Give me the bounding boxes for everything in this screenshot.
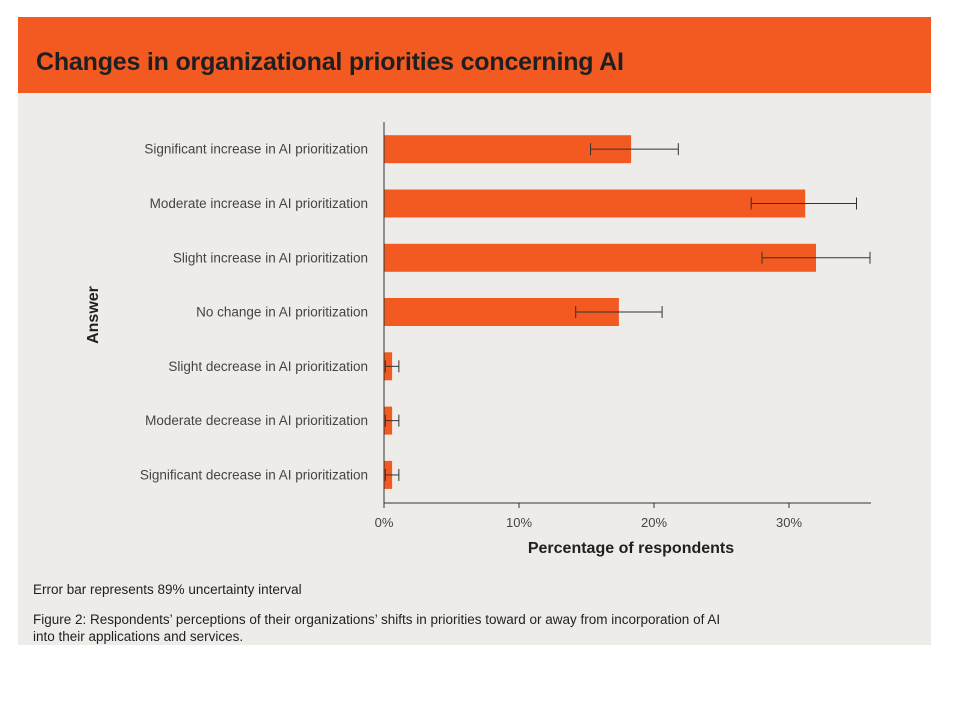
error-bars-layer [384,143,871,481]
footnote: Error bar represents 89% uncertainty int… [33,582,302,597]
x-tick-label: 10% [506,515,532,530]
y-axis-title: Answer [85,286,102,344]
labels-layer: Significant increase in AI prioritizatio… [85,142,802,557]
x-tick-label: 20% [641,515,667,530]
x-tick-label: 0% [375,515,394,530]
bar [384,189,806,218]
category-label: Moderate increase in AI prioritization [150,196,368,211]
x-axis-title: Percentage of respondents [528,540,734,557]
category-label: Significant decrease in AI prioritizatio… [140,467,368,482]
title-banner: Changes in organizational priorities con… [18,17,931,93]
category-label: Significant increase in AI prioritizatio… [144,142,368,157]
chart-title: Changes in organizational priorities con… [36,48,624,76]
figure-caption: Figure 2: Respondents’ perceptions of th… [33,612,721,644]
axes-layer [383,122,871,508]
bar [384,135,632,164]
category-label: No change in AI prioritization [196,305,368,320]
bar [384,243,816,272]
figure-card: Changes in organizational priorities con… [18,17,931,645]
bar-chart: Significant increase in AI prioritizatio… [85,122,871,557]
category-label: Moderate decrease in AI prioritization [145,413,368,428]
x-tick-label: 30% [776,515,802,530]
category-label: Slight increase in AI prioritization [173,250,368,265]
category-label: Slight decrease in AI prioritization [168,359,368,374]
